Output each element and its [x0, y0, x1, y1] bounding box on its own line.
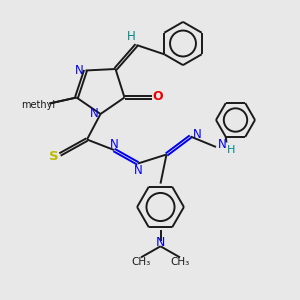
Text: N: N [156, 236, 165, 249]
Text: methyl: methyl [0, 299, 1, 300]
Text: CH₃: CH₃ [170, 257, 190, 267]
Text: S: S [49, 150, 58, 164]
Text: methyl: methyl [0, 299, 1, 300]
Text: O: O [153, 89, 164, 103]
Text: methyl: methyl [21, 100, 56, 110]
Text: methyl: methyl [0, 299, 1, 300]
Text: N: N [110, 137, 119, 151]
Text: H: H [127, 30, 136, 43]
Text: CH₃: CH₃ [131, 257, 151, 267]
Text: H: H [227, 145, 235, 155]
Text: N: N [74, 64, 83, 77]
Text: N: N [89, 107, 98, 120]
Text: N: N [134, 164, 143, 177]
Text: N: N [218, 138, 227, 151]
Text: N: N [193, 128, 202, 141]
